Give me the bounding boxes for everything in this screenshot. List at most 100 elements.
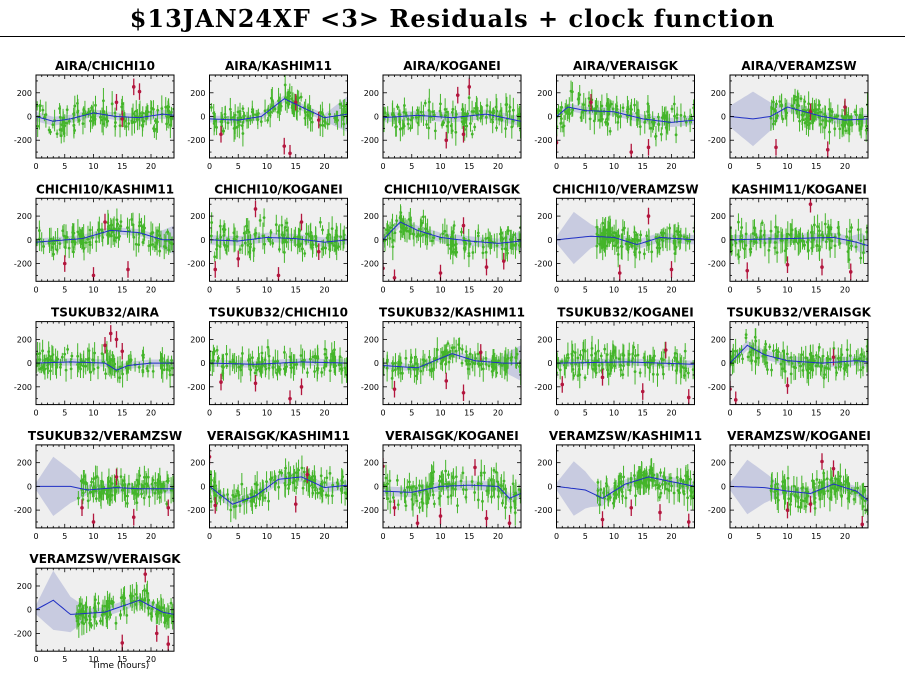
residual-point bbox=[784, 247, 788, 251]
residual-point bbox=[295, 362, 299, 366]
x-tick-label: 20 bbox=[146, 285, 156, 294]
residual-point bbox=[82, 108, 86, 112]
panel-kashim11-koganei: 0 5 10 15 20 -200 0 200 KASHIM11/KOGANEI bbox=[708, 182, 869, 294]
residual-point bbox=[167, 105, 171, 109]
y-tick-label: -200 bbox=[708, 136, 726, 145]
residual-point bbox=[673, 356, 677, 360]
residual-point bbox=[430, 368, 434, 372]
residual-point bbox=[165, 368, 169, 371]
residual-point bbox=[814, 108, 818, 112]
residual-point bbox=[299, 95, 303, 99]
residual-point bbox=[414, 374, 418, 378]
panel-title: TSUKUB32/AIRA bbox=[51, 306, 160, 320]
residual-point bbox=[250, 356, 254, 360]
residual-point bbox=[261, 360, 264, 364]
residual-point bbox=[740, 226, 744, 229]
flagged-point bbox=[288, 151, 292, 156]
residual-point bbox=[556, 358, 559, 362]
residual-point bbox=[468, 352, 472, 356]
residual-point bbox=[399, 211, 403, 215]
clock-function-line bbox=[36, 361, 174, 371]
residual-point bbox=[578, 373, 582, 377]
residual-point bbox=[92, 477, 95, 481]
residual-point bbox=[780, 239, 784, 242]
residual-point bbox=[814, 353, 818, 357]
residual-point bbox=[222, 365, 225, 369]
residual-point bbox=[49, 130, 52, 134]
clock-function-line bbox=[556, 235, 695, 246]
flagged-point bbox=[288, 396, 292, 401]
residual-point bbox=[114, 121, 117, 124]
residual-point bbox=[776, 350, 780, 354]
residual-point bbox=[297, 243, 300, 247]
residual-point bbox=[454, 242, 458, 246]
flagged-point bbox=[461, 390, 466, 395]
x-tick-label: 10 bbox=[435, 409, 445, 418]
residual-point bbox=[107, 232, 111, 236]
residual-point bbox=[298, 107, 302, 111]
residual-point bbox=[468, 242, 472, 246]
residual-point bbox=[562, 363, 566, 367]
x-tick-label: 5 bbox=[62, 285, 67, 294]
residual-point bbox=[627, 352, 631, 356]
residual-point bbox=[471, 361, 475, 365]
residual-point bbox=[391, 111, 395, 115]
residual-point bbox=[84, 364, 88, 368]
residual-point bbox=[142, 496, 146, 500]
residual-point bbox=[499, 109, 503, 113]
residual-point bbox=[783, 369, 787, 373]
residual-point bbox=[158, 249, 162, 253]
residual-point bbox=[433, 129, 437, 133]
residual-point bbox=[248, 118, 252, 122]
residual-point bbox=[209, 105, 213, 109]
residual-point bbox=[454, 112, 458, 116]
residual-point bbox=[785, 352, 789, 356]
residual-point bbox=[419, 369, 423, 373]
residual-point bbox=[58, 115, 62, 119]
residual-point bbox=[247, 357, 251, 361]
residual-point bbox=[590, 353, 594, 357]
flagged-point bbox=[461, 132, 466, 137]
residual-point bbox=[119, 475, 123, 479]
residual-point bbox=[789, 356, 793, 359]
residual-point bbox=[600, 104, 604, 108]
residual-point bbox=[574, 362, 578, 366]
residual-point bbox=[61, 116, 65, 120]
residual-point bbox=[245, 118, 249, 122]
residual-point bbox=[573, 351, 577, 354]
residual-point bbox=[853, 110, 857, 114]
residual-point bbox=[409, 126, 412, 130]
residual-point bbox=[688, 117, 692, 121]
residual-point bbox=[807, 102, 811, 106]
residual-point bbox=[605, 104, 609, 107]
residual-point bbox=[64, 368, 68, 372]
title-rule bbox=[0, 36, 905, 37]
residual-point bbox=[270, 99, 274, 102]
panel-aira-veraisgk: 0 5 10 15 20 -200 0 200 AIRA/VERAISGK bbox=[534, 59, 695, 171]
residual-point bbox=[69, 367, 73, 371]
x-tick-label: 0 bbox=[207, 409, 212, 418]
residual-point bbox=[841, 125, 845, 129]
residual-point bbox=[338, 102, 342, 106]
residual-point bbox=[596, 349, 600, 353]
residual-point bbox=[38, 104, 42, 108]
residual-point bbox=[619, 368, 623, 372]
residual-point bbox=[259, 120, 263, 124]
y-tick-label: 200 bbox=[711, 335, 726, 344]
residual-point bbox=[310, 120, 314, 124]
residual-point bbox=[473, 125, 477, 129]
residual-point bbox=[271, 241, 275, 245]
y-tick-label: -200 bbox=[534, 260, 552, 269]
flagged-point bbox=[392, 387, 397, 391]
residual-point bbox=[342, 104, 346, 108]
residual-point bbox=[267, 366, 271, 370]
y-tick-label: 0 bbox=[547, 236, 552, 245]
residual-point bbox=[289, 238, 293, 242]
residual-point bbox=[850, 244, 853, 248]
residual-point bbox=[481, 251, 485, 255]
flagged-point bbox=[455, 93, 460, 97]
flagged-point bbox=[640, 389, 645, 394]
residual-point bbox=[636, 118, 640, 121]
residual-point bbox=[443, 108, 447, 111]
panel-title: CHICHI10/KOGANEI bbox=[214, 182, 343, 196]
